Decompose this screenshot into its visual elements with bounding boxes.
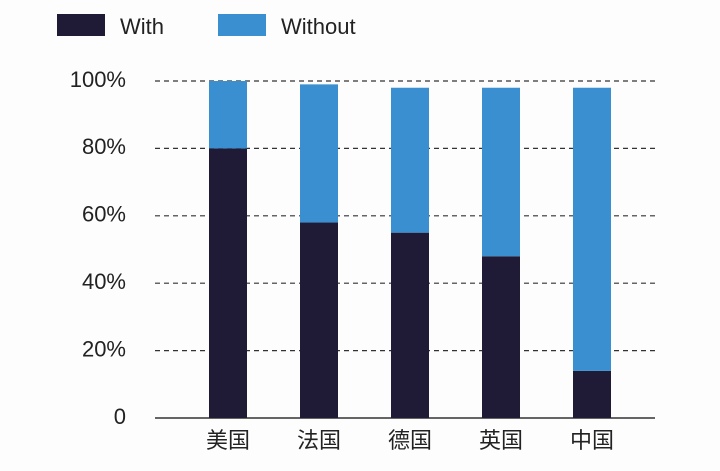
legend-label: Without [281, 14, 356, 39]
x-tick-label: 法国 [297, 428, 341, 453]
y-tick-label: 0 [114, 404, 126, 429]
y-tick-label: 100% [70, 67, 126, 92]
bar-segment [482, 87, 520, 257]
x-tick-label: 中国 [570, 428, 614, 453]
bar-segment [209, 81, 247, 149]
x-tick-label: 美国 [206, 428, 250, 453]
y-tick-label: 60% [82, 202, 126, 227]
bar-segment [573, 370, 611, 418]
bar-segment [482, 256, 520, 418]
x-tick-label: 英国 [479, 428, 523, 453]
bar-segment [300, 84, 338, 223]
y-tick-label: 80% [82, 134, 126, 159]
legend-label: With [120, 14, 164, 39]
bar-segment [573, 87, 611, 371]
y-tick-label: 40% [82, 269, 126, 294]
x-tick-label: 德国 [388, 428, 432, 453]
bar-segment [391, 87, 429, 233]
bar-segment [300, 222, 338, 418]
legend-swatch [57, 14, 105, 36]
bar-segment [391, 232, 429, 418]
bar-segment [209, 148, 247, 418]
y-tick-label: 20% [82, 336, 126, 361]
legend-swatch [218, 14, 266, 36]
